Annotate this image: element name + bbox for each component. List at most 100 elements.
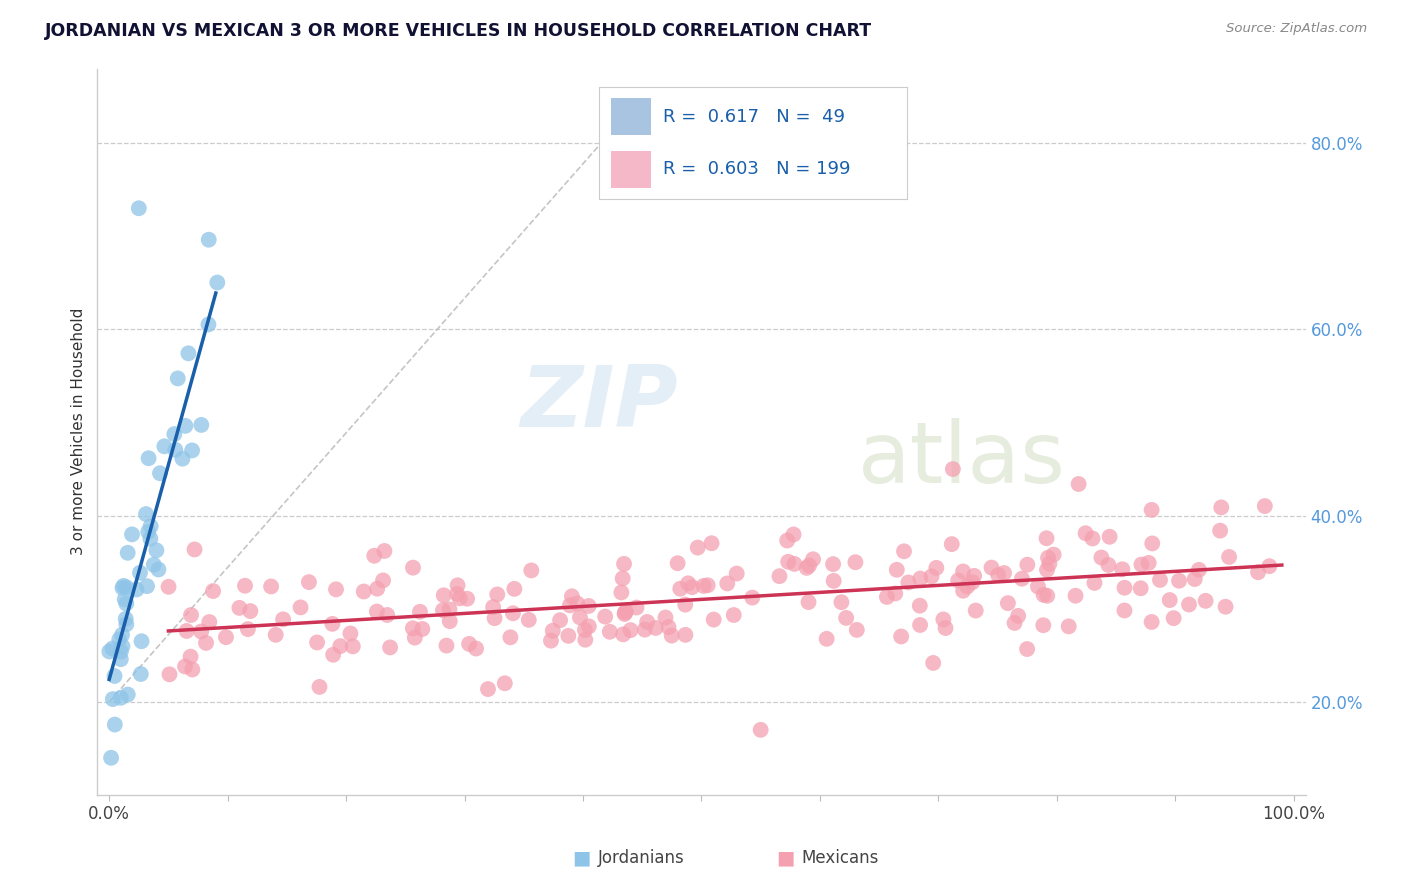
- Point: [716, 576, 738, 591]
- Point: [1140, 503, 1163, 517]
- Point: [110, 652, 132, 666]
- Point: [1184, 572, 1206, 586]
- Point: [962, 575, 984, 590]
- Point: [1035, 531, 1057, 545]
- Point: [886, 563, 908, 577]
- Point: [1142, 536, 1164, 550]
- Point: [115, 580, 138, 594]
- Point: [723, 607, 745, 622]
- Point: [801, 552, 824, 566]
- Point: [561, 590, 583, 604]
- Point: [1178, 598, 1201, 612]
- Point: [111, 640, 134, 654]
- Text: ■: ■: [572, 848, 591, 868]
- Point: [456, 591, 478, 606]
- Point: [1004, 615, 1026, 630]
- Point: [613, 557, 636, 571]
- Point: [1083, 575, 1105, 590]
- Point: [264, 628, 287, 642]
- Point: [1074, 526, 1097, 541]
- Point: [1036, 589, 1059, 603]
- Point: [890, 630, 912, 644]
- Point: [101, 692, 124, 706]
- Point: [138, 451, 160, 466]
- Point: [703, 613, 725, 627]
- Point: [673, 628, 696, 642]
- Point: [1036, 550, 1059, 565]
- Point: [980, 560, 1002, 574]
- Point: [482, 600, 505, 615]
- Point: [1026, 580, 1049, 594]
- Point: [1149, 573, 1171, 587]
- Point: [436, 639, 458, 653]
- Point: [700, 536, 723, 550]
- Point: [830, 595, 852, 609]
- Point: [404, 631, 426, 645]
- Point: [1130, 558, 1153, 572]
- Point: [129, 667, 152, 681]
- Point: [835, 611, 858, 625]
- Point: [1081, 532, 1104, 546]
- Point: [669, 582, 692, 596]
- Text: Source: ZipAtlas.com: Source: ZipAtlas.com: [1226, 22, 1367, 36]
- Point: [612, 627, 634, 641]
- Point: [190, 624, 212, 639]
- Point: [1042, 548, 1064, 562]
- Point: [325, 582, 347, 597]
- Point: [823, 557, 845, 571]
- Point: [172, 451, 194, 466]
- Point: [1140, 615, 1163, 629]
- Point: [626, 600, 648, 615]
- Point: [661, 629, 683, 643]
- Point: [439, 614, 461, 628]
- Point: [465, 641, 488, 656]
- Point: [1254, 499, 1277, 513]
- Point: [139, 519, 162, 533]
- Point: [165, 442, 187, 457]
- Point: [486, 587, 509, 601]
- Point: [908, 599, 931, 613]
- Point: [517, 613, 540, 627]
- Point: [117, 546, 139, 560]
- Point: [308, 680, 330, 694]
- Point: [845, 623, 868, 637]
- Text: JORDANIAN VS MEXICAN 3 OR MORE VEHICLES IN HOUSEHOLD CORRELATION CHART: JORDANIAN VS MEXICAN 3 OR MORE VEHICLES …: [45, 22, 872, 40]
- Point: [1017, 642, 1039, 657]
- Point: [673, 598, 696, 612]
- Point: [612, 571, 634, 585]
- Point: [1218, 549, 1240, 564]
- Point: [166, 371, 188, 385]
- Point: [236, 622, 259, 636]
- Point: [1258, 559, 1281, 574]
- Point: [110, 644, 132, 658]
- Point: [578, 619, 600, 633]
- Point: [174, 659, 197, 673]
- Point: [484, 611, 506, 625]
- Point: [108, 632, 131, 647]
- Point: [676, 576, 699, 591]
- Point: [1057, 619, 1080, 633]
- Point: [115, 617, 138, 632]
- Point: [157, 580, 180, 594]
- Point: [135, 507, 157, 521]
- Point: [290, 600, 312, 615]
- Point: [458, 637, 481, 651]
- Point: [148, 562, 170, 576]
- Point: [558, 599, 581, 613]
- Point: [578, 599, 600, 613]
- Point: [195, 636, 218, 650]
- Point: [1017, 558, 1039, 572]
- Point: [190, 417, 212, 432]
- Point: [749, 723, 772, 737]
- Point: [574, 623, 596, 637]
- Point: [1129, 582, 1152, 596]
- Point: [610, 585, 633, 599]
- Point: [1194, 594, 1216, 608]
- Text: ■: ■: [776, 848, 794, 868]
- Point: [136, 524, 159, 539]
- Point: [932, 612, 955, 626]
- Point: [446, 587, 468, 601]
- Point: [1114, 603, 1136, 617]
- Point: [342, 640, 364, 654]
- Point: [112, 579, 135, 593]
